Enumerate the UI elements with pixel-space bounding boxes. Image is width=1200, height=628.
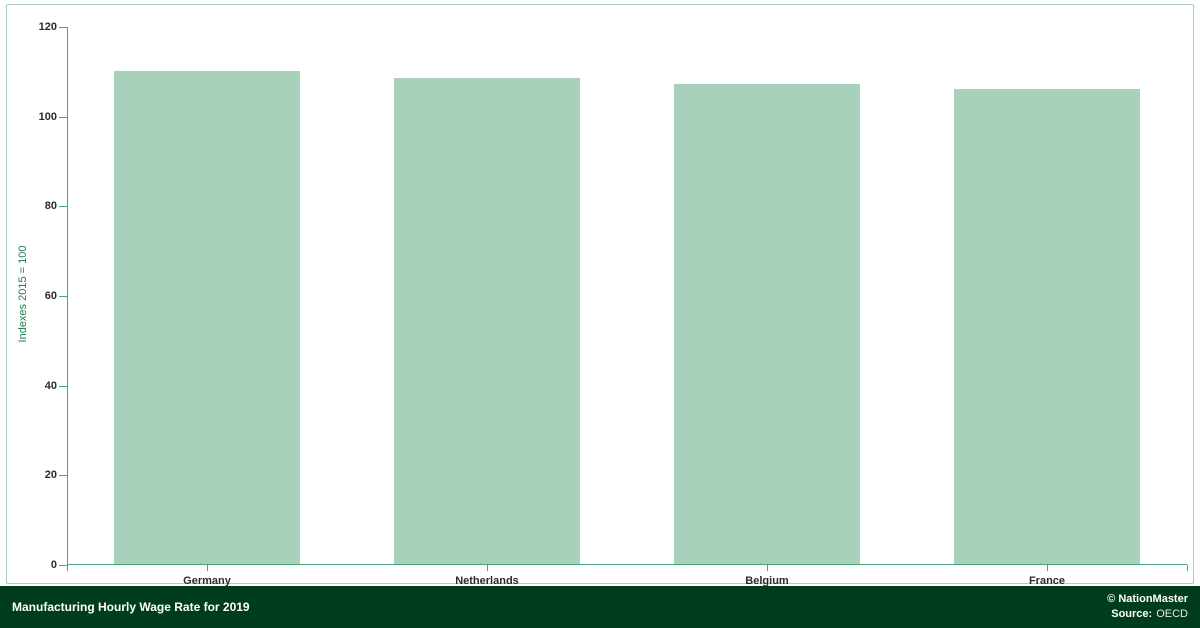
y-tick-label: 80	[45, 200, 57, 212]
source-line: Source: OECD	[1107, 607, 1188, 622]
y-tick	[59, 206, 67, 207]
y-tick-label: 20	[45, 469, 57, 481]
x-tick	[487, 565, 488, 571]
x-tick	[767, 565, 768, 571]
y-axis-line	[67, 27, 68, 565]
y-tick	[59, 386, 67, 387]
copyright-text: © NationMaster	[1107, 592, 1188, 607]
source-label: Source:	[1111, 608, 1152, 620]
y-tick-label: 120	[39, 21, 57, 33]
x-tick	[1187, 565, 1188, 571]
bar	[674, 84, 860, 564]
y-axis-label: Indexes 2015 = 100	[17, 246, 29, 343]
y-tick	[59, 117, 67, 118]
y-tick	[59, 475, 67, 476]
chart-title: Manufacturing Hourly Wage Rate for 2019	[12, 600, 250, 614]
y-tick-label: 100	[39, 111, 57, 123]
x-tick	[1047, 565, 1048, 571]
y-tick	[59, 296, 67, 297]
chart-footer: Manufacturing Hourly Wage Rate for 2019 …	[0, 586, 1200, 628]
y-tick-label: 0	[51, 559, 57, 571]
x-tick	[207, 565, 208, 571]
source-value: OECD	[1156, 608, 1188, 620]
chart-frame: Indexes 2015 = 100 020406080100120German…	[6, 4, 1194, 584]
y-tick	[59, 27, 67, 28]
y-tick-label: 40	[45, 380, 57, 392]
bar	[954, 89, 1140, 564]
x-tick	[67, 565, 68, 571]
bar	[114, 71, 300, 564]
chart-attribution: © NationMaster Source: OECD	[1107, 592, 1188, 623]
plot-area: 020406080100120GermanyNetherlandsBelgium…	[67, 27, 1187, 565]
bar	[394, 78, 580, 564]
x-axis-line	[67, 564, 1187, 565]
y-tick	[59, 565, 67, 566]
y-tick-label: 60	[45, 290, 57, 302]
